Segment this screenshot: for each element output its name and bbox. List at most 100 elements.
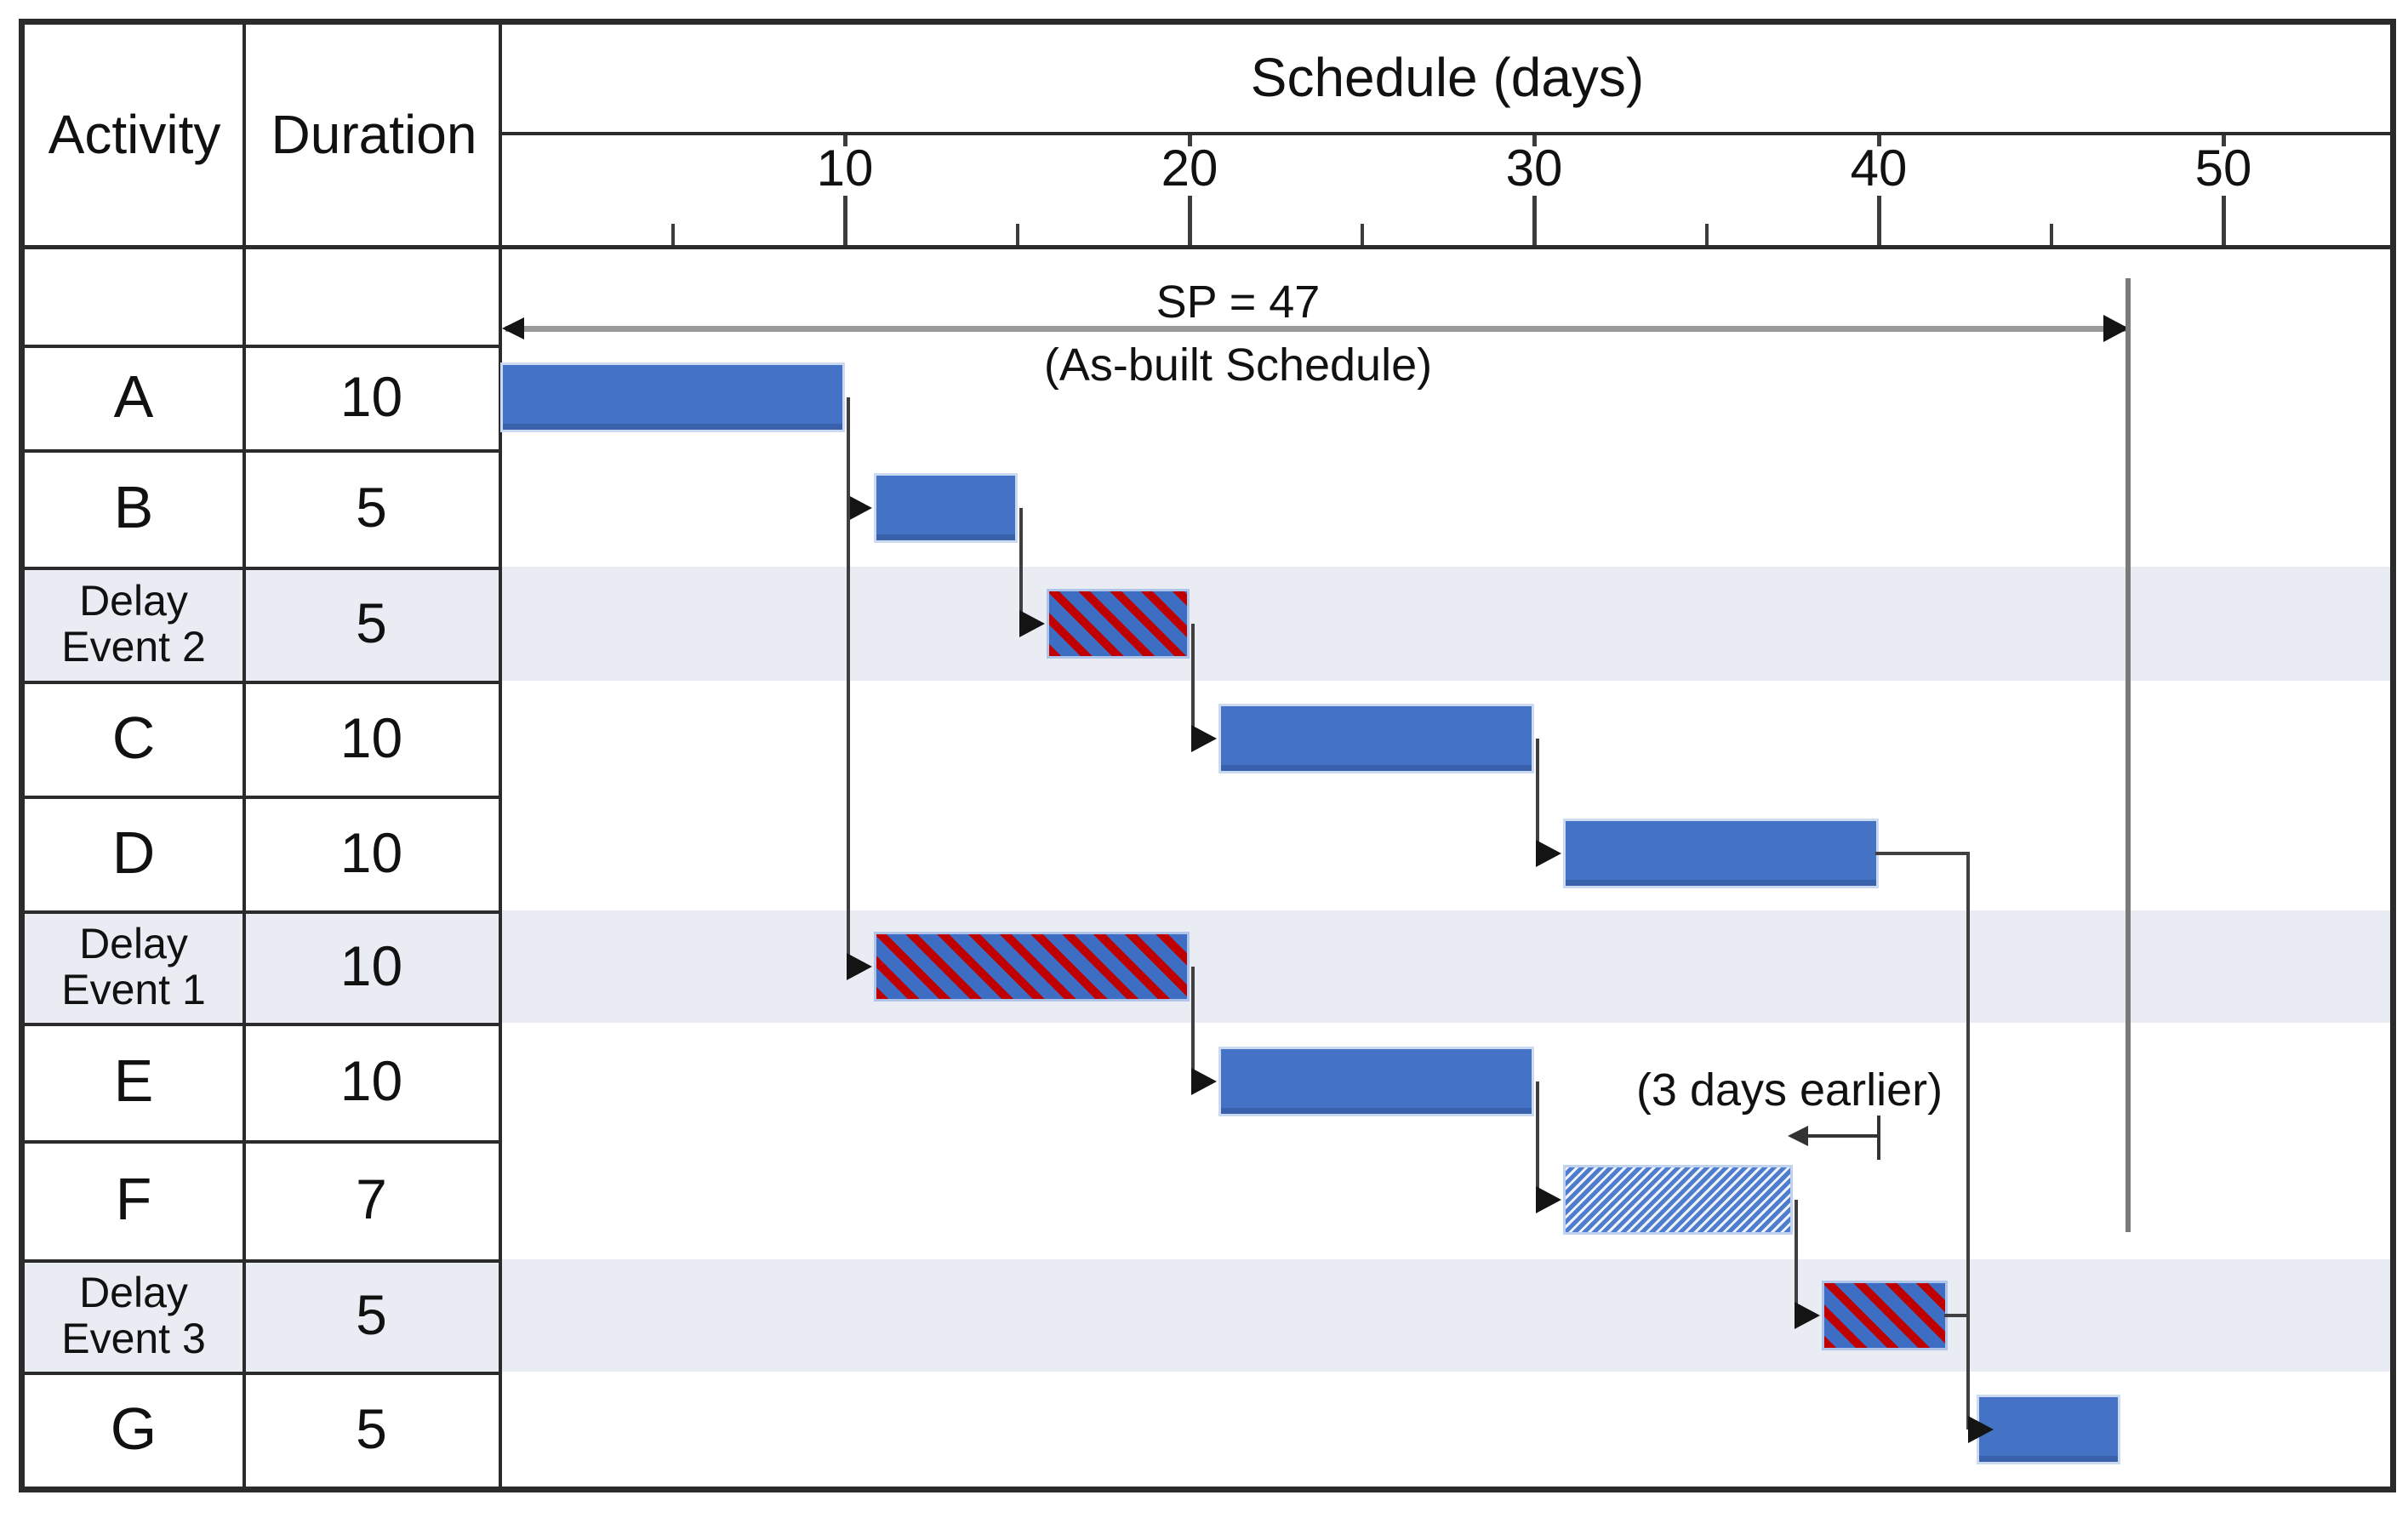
- axis-major-tick-lower: [1877, 196, 1881, 245]
- gantt-bar-G: [1977, 1395, 2120, 1464]
- sp-arrowhead-right: [2103, 315, 2129, 342]
- table-row-separator: [19, 1259, 500, 1263]
- axis-tick-label: 50: [2194, 140, 2252, 197]
- duration-cell-F: 7: [356, 1167, 387, 1231]
- axis-major-tick-lower: [843, 196, 847, 245]
- table-row-separator: [19, 910, 500, 914]
- gantt-bar-F: [1563, 1165, 1793, 1235]
- activity-cell-Delay-Event-1: Delay Event 1: [61, 920, 206, 1013]
- gantt-bar-B: [874, 473, 1018, 543]
- link-arrowhead-D: [1536, 839, 1561, 867]
- axis-major-tick-upper: [1188, 135, 1192, 146]
- axis-major-tick-lower: [1188, 196, 1192, 245]
- table-row-separator: [19, 1023, 500, 1026]
- gantt-bar-Delay-Event-2: [1046, 589, 1190, 659]
- axis-minor-tick: [2049, 224, 2053, 245]
- earlier-arrowhead-left: [1787, 1126, 1808, 1146]
- duration-cell-Delay-Event-2: 5: [356, 591, 387, 655]
- link-arrowhead-Delay Event 2: [1019, 610, 1045, 637]
- table-row-separator: [19, 1372, 500, 1375]
- link-vline-A-Delay Event 1: [847, 397, 850, 967]
- delay-row-band: [25, 567, 2390, 681]
- duration-cell-Delay-Event-3: 5: [356, 1283, 387, 1347]
- axis-tick-label: 30: [1505, 140, 1563, 197]
- gantt-bar-A: [500, 362, 845, 432]
- sp-arrow-line: [505, 326, 2127, 332]
- axis-minor-tick: [1015, 224, 1019, 245]
- duration-cell-Delay-Event-1: 10: [340, 934, 403, 998]
- link-arrowhead-C: [1191, 724, 1217, 752]
- duration-cell-C: 10: [340, 705, 403, 769]
- link-vline-Delay Event 1-E: [1191, 967, 1195, 1081]
- link-arrowhead-F: [1536, 1186, 1561, 1213]
- axis-tick-label: 20: [1161, 140, 1218, 197]
- table-row-separator: [19, 1140, 500, 1144]
- activity-cell-Delay-Event-3: Delay Event 3: [61, 1269, 206, 1362]
- duration-cell-E: 10: [340, 1049, 403, 1113]
- activity-column-header: Activity: [48, 103, 221, 165]
- link-arrowhead-E: [1191, 1068, 1217, 1095]
- axis-major-tick-lower: [1532, 196, 1537, 245]
- link-stub-Delay Event 3-G: [1944, 1314, 1971, 1317]
- axis-minor-tick: [1704, 224, 1709, 245]
- activity-cell-F: F: [115, 1166, 152, 1233]
- earlier-arrow-line: [1806, 1134, 1879, 1138]
- axis-title-rule: [500, 132, 2396, 135]
- schedule-axis-title: Schedule (days): [1250, 47, 1645, 109]
- activity-cell-C: C: [111, 704, 156, 771]
- axis-tick-label: 10: [816, 140, 874, 197]
- link-vline-C-D: [1536, 738, 1539, 853]
- axis-major-tick-lower: [2222, 196, 2226, 245]
- link-arrowhead-B: [847, 494, 872, 522]
- duration-column-header: Duration: [271, 103, 477, 165]
- axis-major-tick-upper: [1532, 135, 1537, 146]
- activity-cell-D: D: [111, 819, 156, 886]
- sp-sublabel: (As-built Schedule): [1043, 340, 1433, 391]
- gantt-bar-C: [1218, 703, 1534, 773]
- delay-row-band: [25, 1259, 2390, 1372]
- link-vline-D-G: [1966, 853, 1971, 1430]
- axis-tick-label: 40: [1850, 140, 1908, 197]
- table-row-separator: [19, 681, 500, 684]
- table-row-separator: [19, 796, 500, 799]
- duration-cell-D: 10: [340, 820, 403, 884]
- axis-major-tick-upper: [1877, 135, 1881, 146]
- earlier-arrow-tick: [1877, 1116, 1880, 1160]
- sp-end-line: [2125, 278, 2131, 1232]
- link-vline-E-F: [1536, 1081, 1539, 1200]
- link-vline-F-Delay Event 3: [1794, 1200, 1798, 1315]
- sp-arrowhead-left: [502, 317, 524, 340]
- link-hline-D-G: [1875, 851, 1971, 855]
- activity-cell-Delay-Event-2: Delay Event 2: [61, 577, 206, 671]
- gantt-bar-Delay-Event-3: [1821, 1281, 1948, 1350]
- column-divider-duration-chart: [499, 19, 502, 1492]
- link-vline-Delay Event 2-C: [1191, 624, 1195, 739]
- axis-major-tick-upper: [843, 135, 847, 146]
- duration-cell-A: 10: [340, 364, 403, 428]
- table-row-separator: [19, 449, 500, 453]
- gantt-bar-Delay-Event-1: [874, 932, 1190, 1002]
- delay-row-band: [25, 910, 2390, 1023]
- header-bottom-rule: [19, 245, 2396, 249]
- activity-cell-G: G: [110, 1395, 157, 1463]
- activity-cell-B: B: [113, 474, 154, 541]
- table-row-separator: [19, 567, 500, 570]
- table-outer-border: [19, 19, 2396, 1492]
- axis-minor-tick: [670, 224, 675, 245]
- activity-cell-E: E: [113, 1047, 154, 1115]
- link-vline-B-Delay Event 2: [1019, 508, 1023, 624]
- column-divider-activity-duration: [243, 19, 246, 1492]
- gantt-bar-E: [1218, 1047, 1534, 1116]
- link-arrowhead-Delay Event 3: [1794, 1302, 1820, 1329]
- activity-cell-A: A: [113, 362, 154, 430]
- table-row-separator: [19, 345, 500, 348]
